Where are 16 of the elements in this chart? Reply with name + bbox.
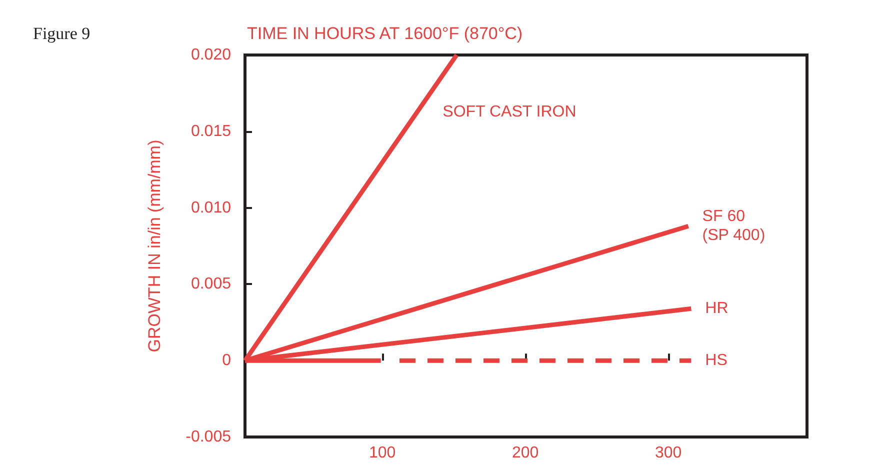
series-label: SOFT CAST IRON	[442, 104, 576, 120]
series-label: HS	[705, 352, 728, 370]
x-tick-label: 200	[512, 444, 539, 462]
y-tick-label: -0.005	[186, 428, 232, 446]
y-tick-label: 0.005	[190, 276, 232, 293]
series-label: HR	[705, 300, 728, 318]
text: Figure 9	[33, 24, 90, 43]
y-tick-label: 0.010	[190, 199, 232, 216]
y-axis-title: GROWTH IN in/in (mm/mm)	[145, 140, 164, 352]
x-tick-label: 100	[368, 444, 396, 462]
y-tick-label: 0	[222, 352, 232, 370]
y-tick-label: 0.020	[190, 46, 232, 64]
x-axis-title: TIME IN HOURS AT 1600°F (870°C)	[247, 24, 523, 43]
y-tick-label: 0.015	[190, 122, 232, 140]
series-label: SF 60 (SP 400)	[702, 208, 766, 244]
x-tick-label: 300	[654, 444, 682, 462]
